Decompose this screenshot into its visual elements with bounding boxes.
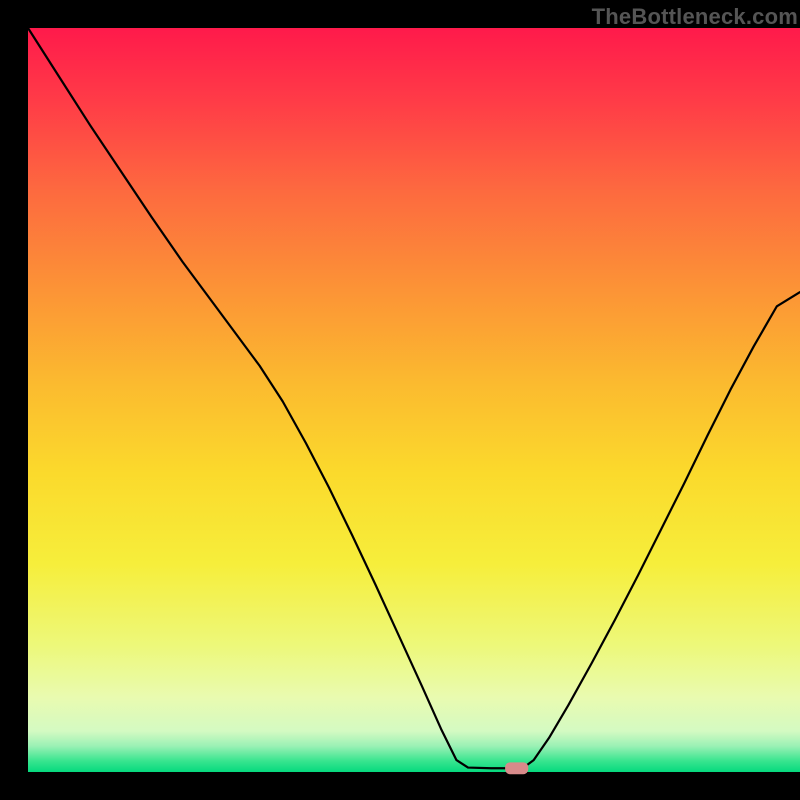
plot-background	[28, 28, 800, 772]
chart-frame: TheBottleneck.com	[0, 0, 800, 800]
watermark-text: TheBottleneck.com	[592, 4, 798, 30]
optimal-point-marker	[505, 762, 528, 774]
bottleneck-chart	[0, 0, 800, 800]
